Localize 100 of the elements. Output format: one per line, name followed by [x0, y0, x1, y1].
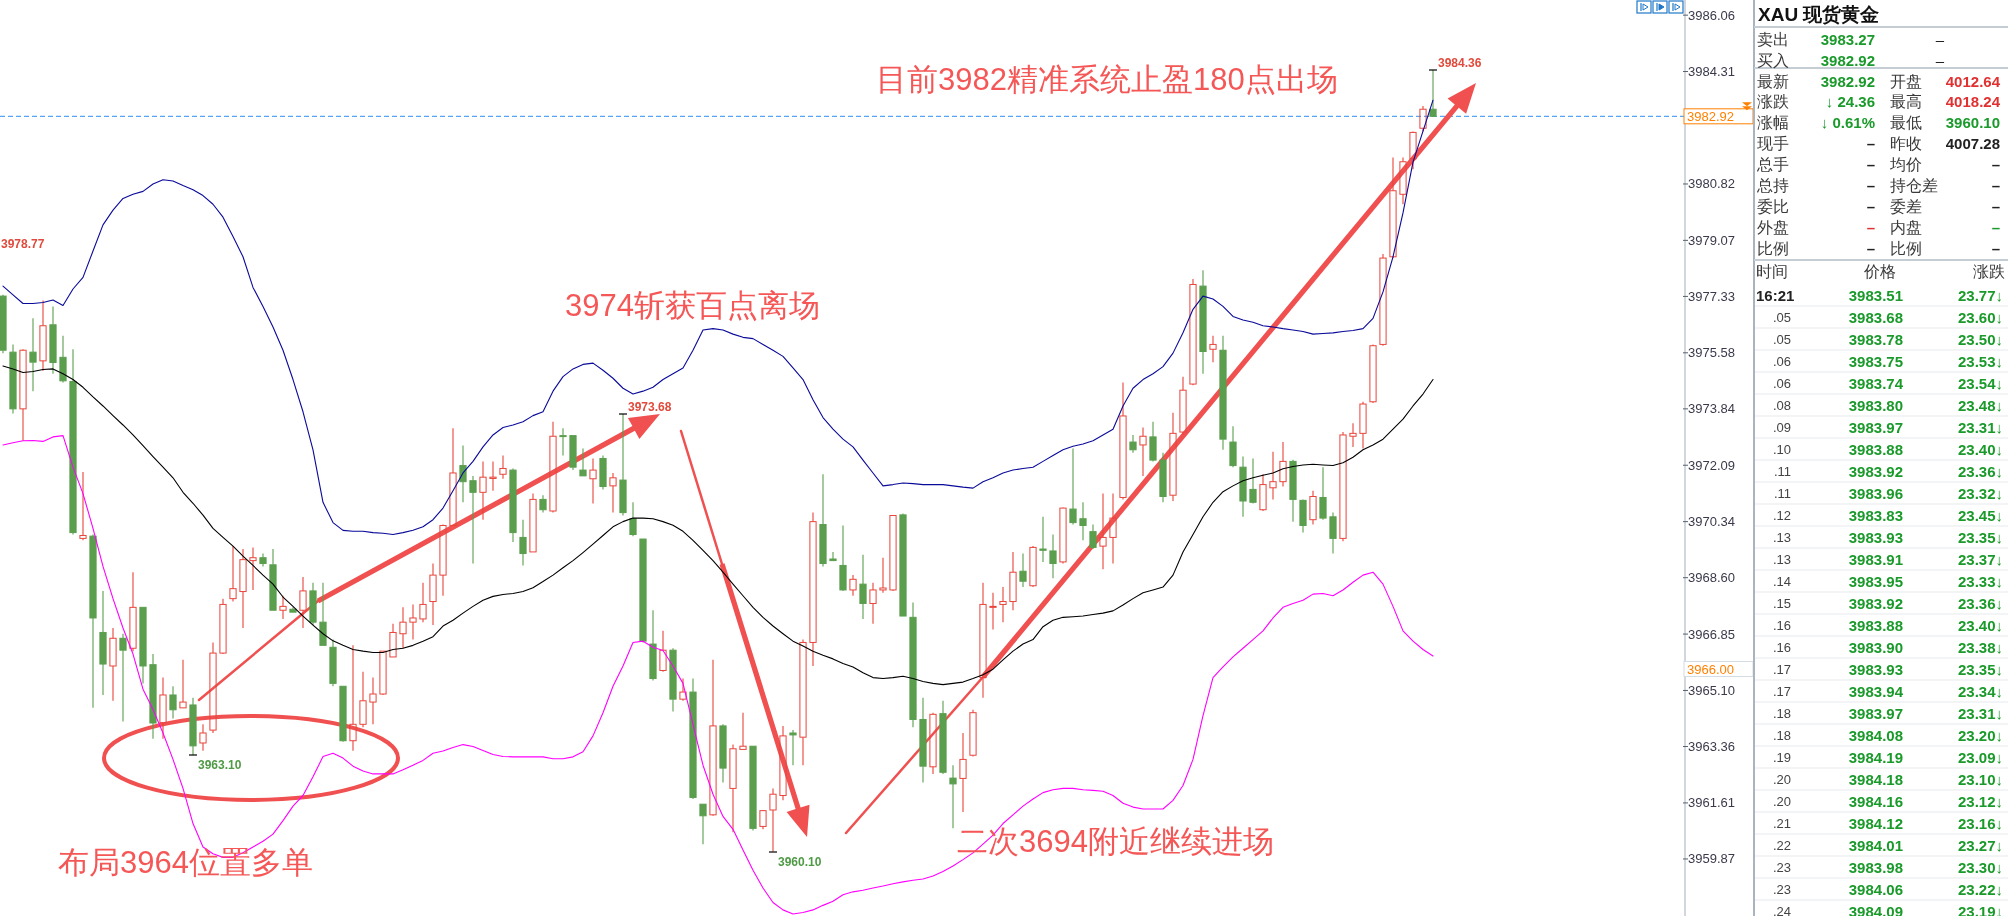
text: 3983.68: [1848, 308, 1903, 326]
text: 23.77↓: [1957, 286, 2003, 304]
text: 3984.09: [1848, 902, 1903, 916]
line-series: [2, 435, 1434, 915]
text: 16:21: [1756, 286, 1795, 304]
text: 4018.24: [1945, 93, 2001, 111]
text: 买入: [1757, 51, 1789, 69]
text: .05: [1772, 309, 1791, 325]
text: .21: [1772, 815, 1791, 831]
text: –: [1935, 30, 1945, 48]
text: 23.36↓: [1957, 462, 2003, 480]
text: 23.34↓: [1957, 682, 2003, 700]
text: .17: [1772, 661, 1791, 677]
text: 3984.06: [1848, 880, 1903, 898]
text: 涨跌: [1757, 93, 1789, 111]
text: 23.36↓: [1957, 594, 2003, 612]
text: 23.40↓: [1957, 440, 2003, 458]
line-series: [2, 99, 1434, 536]
text: .09: [1772, 419, 1791, 435]
text: –: [1866, 218, 1875, 236]
text: 23.31↓: [1957, 704, 2003, 722]
y-tick-label: 3968.60: [1688, 570, 1735, 586]
text: 涨跌: [1973, 262, 2005, 280]
text: 3983.88: [1848, 440, 1903, 458]
text: –: [1866, 135, 1875, 153]
text: .24: [1772, 903, 1791, 916]
text: 23.38↓: [1957, 638, 2003, 656]
text: 最新: [1757, 72, 1789, 90]
text: 3984.12: [1848, 814, 1903, 832]
annotation: 二次3694附近继续进场: [957, 823, 1274, 859]
annotation: 3974斩获百点离场: [565, 287, 820, 323]
text: 23.53↓: [1957, 352, 2003, 370]
text: 23.09↓: [1957, 748, 2003, 766]
text: 4007.28: [1945, 135, 2000, 153]
text: 3983.92: [1848, 462, 1903, 480]
text: 4012.64: [1945, 72, 2001, 90]
text: .20: [1772, 793, 1791, 809]
text: 3983.93: [1848, 528, 1903, 546]
text: 开盘: [1890, 72, 1922, 90]
text: .18: [1772, 727, 1791, 743]
text: .11: [1773, 485, 1791, 501]
y-tick-label: 3979.07: [1688, 232, 1735, 248]
text: 总持: [1756, 177, 1789, 194]
text: 3983.80: [1848, 396, 1903, 414]
ref-line-label: 3982.92: [1687, 108, 1734, 124]
text: 3983.95: [1848, 572, 1903, 590]
text: 比例: [1757, 239, 1789, 257]
text: –: [1991, 156, 2000, 174]
text: 3983.90: [1848, 638, 1903, 656]
text: –: [1866, 197, 1875, 215]
text: –: [1991, 239, 2000, 257]
text: 23.16↓: [1957, 814, 2003, 832]
text: 卖出: [1757, 30, 1789, 48]
text: –: [1991, 177, 2000, 194]
text: .06: [1772, 375, 1791, 391]
text: .23: [1772, 881, 1791, 897]
annotation: 3960.10: [778, 855, 822, 869]
text: .23: [1772, 859, 1791, 875]
text: 3982.92: [1820, 51, 1875, 69]
text: .20: [1772, 771, 1791, 787]
text: .17: [1772, 683, 1791, 699]
y-tick-label: 3975.58: [1688, 345, 1735, 361]
text: 3984.18: [1848, 770, 1903, 788]
text: 3983.93: [1848, 660, 1903, 678]
text: 3983.27: [1820, 30, 1875, 48]
text: 3984.19: [1848, 748, 1903, 766]
text: 3983.94: [1848, 682, 1904, 700]
text: 现手: [1757, 135, 1789, 153]
text: –: [1935, 51, 1945, 69]
text: 3983.78: [1848, 330, 1903, 348]
text: 23.12↓: [1957, 792, 2003, 810]
text: 委比: [1757, 197, 1789, 215]
text: 3960.10: [1945, 114, 2000, 132]
annotation: 3973.68: [628, 400, 672, 414]
text: 23.20↓: [1957, 726, 2003, 744]
text: 3983.97: [1848, 418, 1903, 436]
text: ↓ 0.61%: [1820, 114, 1875, 132]
text: .15: [1772, 595, 1791, 611]
text: –: [1866, 156, 1875, 174]
text: .18: [1772, 705, 1791, 721]
text: 23.33↓: [1957, 572, 2003, 590]
text: 23.48↓: [1957, 396, 2003, 414]
text: 23.30↓: [1957, 858, 2003, 876]
annotation: 3963.10: [198, 758, 242, 772]
text: 3983.75: [1848, 352, 1903, 370]
text: 3984.08: [1848, 726, 1903, 744]
text: .11: [1773, 463, 1791, 479]
text: XAU 现货黄金: [1758, 3, 1880, 25]
text: 均价: [1889, 156, 1922, 174]
extreme-marker: 3978.77: [1, 237, 45, 251]
y-tick-label: 3973.84: [1688, 401, 1735, 417]
text: –: [1866, 177, 1875, 194]
annotation: 3984.36: [1438, 56, 1482, 70]
text: ↓ 24.36: [1825, 93, 1875, 111]
y-tick-label: 3961.61: [1688, 795, 1735, 811]
text: .05: [1772, 331, 1791, 347]
text: 持仓差: [1890, 177, 1938, 194]
text: 23.35↓: [1957, 660, 2003, 678]
text: .14: [1772, 573, 1791, 589]
axis-price-label: 3966.00: [1683, 661, 1754, 677]
